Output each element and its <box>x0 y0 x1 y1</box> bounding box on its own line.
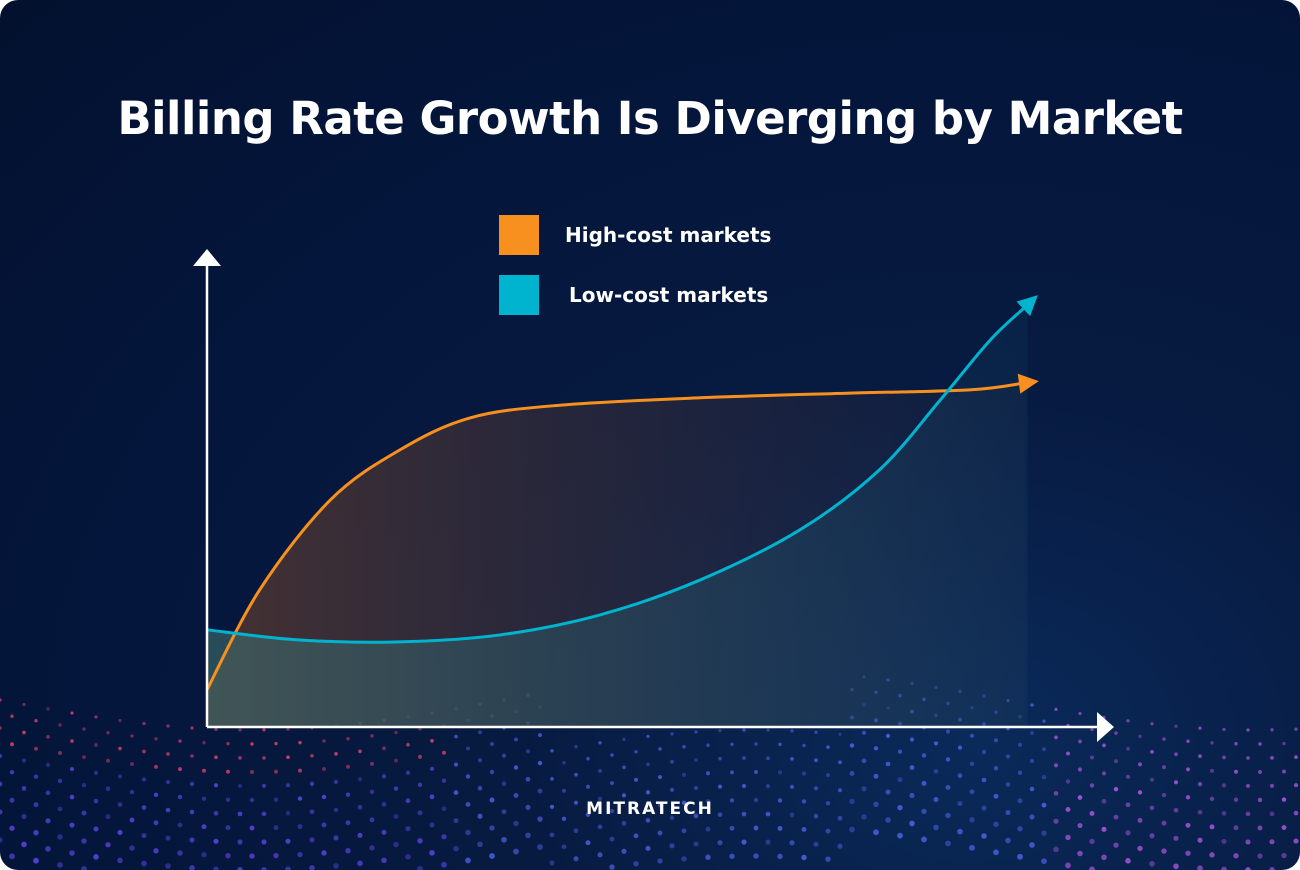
infographic-card: Billing Rate Growth Is Diverging by Mark… <box>0 0 1300 870</box>
chart-plot <box>0 0 1300 870</box>
arrowhead-high-cost <box>1018 374 1039 394</box>
y-axis-arrow <box>193 249 221 266</box>
x-axis-arrow <box>1097 712 1114 742</box>
mitratech-logo: MITRATECH <box>0 799 1300 819</box>
